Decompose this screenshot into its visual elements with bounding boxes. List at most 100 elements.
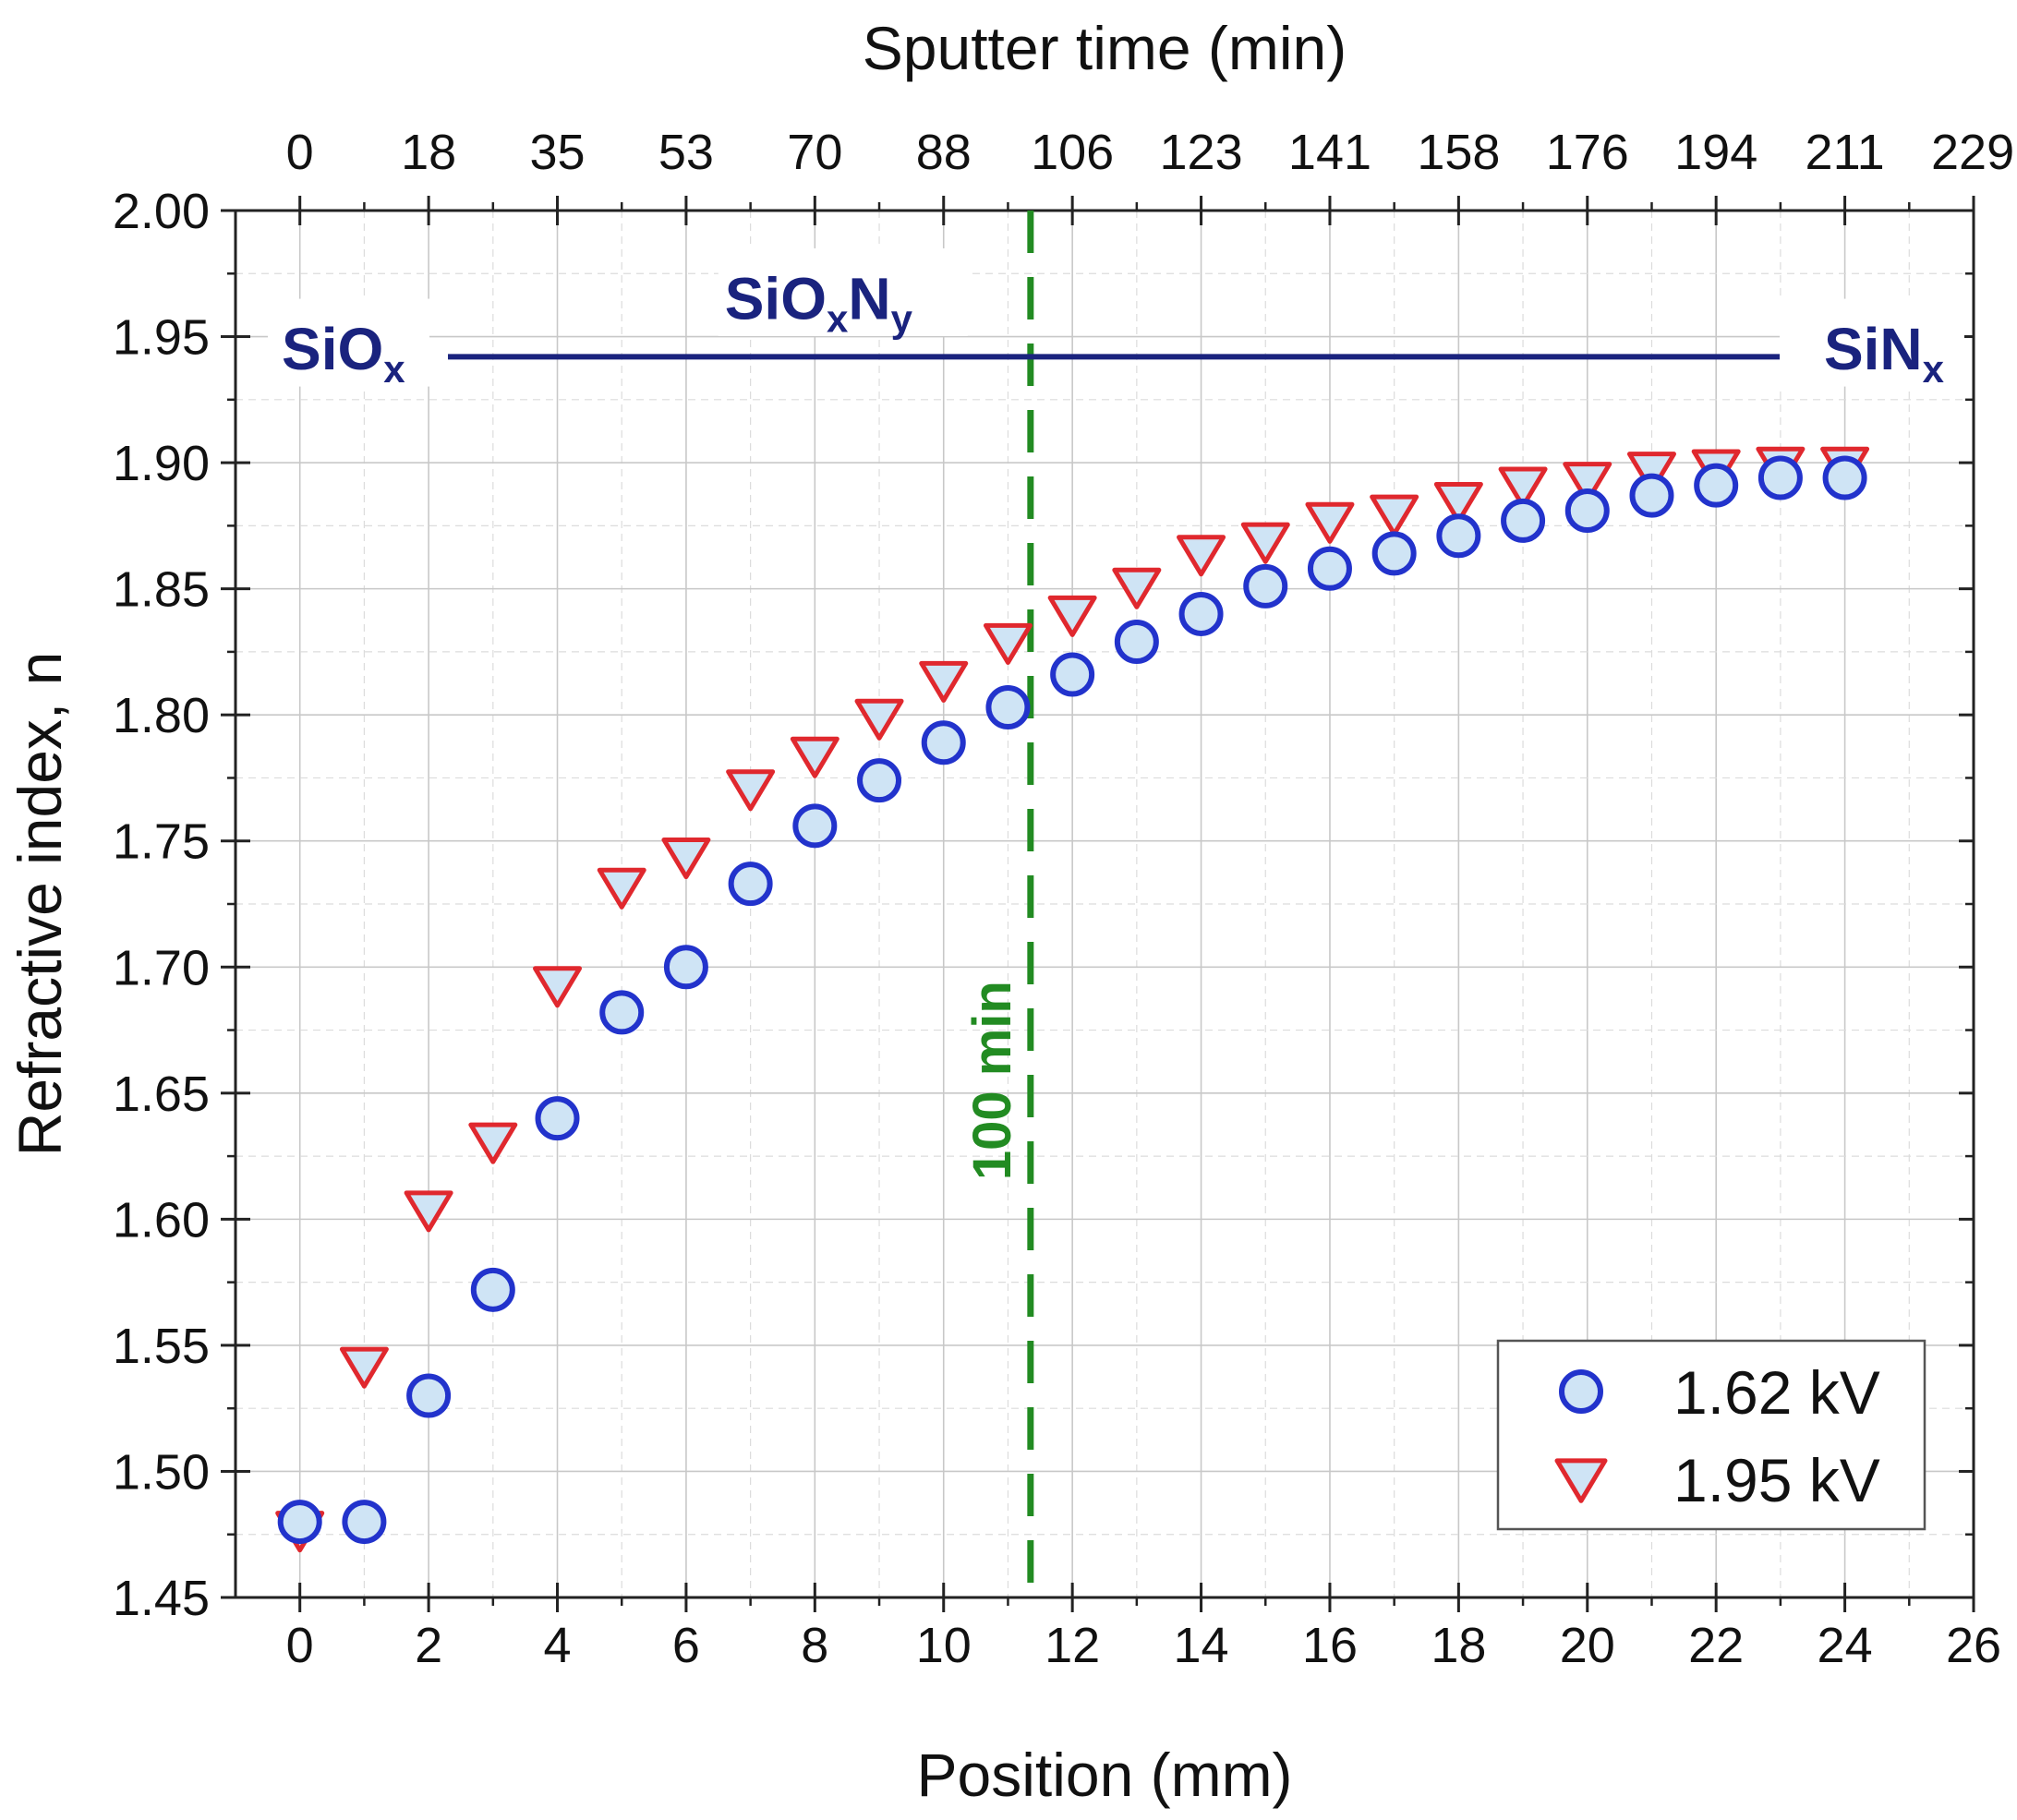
x-tick-label: 0	[286, 1618, 314, 1673]
data-point-1-95kv	[1112, 567, 1162, 609]
data-point-1-95kv	[661, 838, 711, 880]
x2-tick-label: 141	[1288, 125, 1371, 180]
y-tick-label: 1.75	[113, 814, 210, 870]
x-tick-label: 2	[415, 1618, 442, 1673]
data-point-1-95kv	[468, 1122, 518, 1164]
data-point-1-62kv	[663, 945, 708, 990]
x-tick-label: 12	[1045, 1618, 1100, 1673]
y-tick-label: 1.60	[113, 1192, 210, 1247]
data-point-1-95kv	[1370, 494, 1419, 536]
data-point-1-62kv	[1757, 455, 1803, 500]
right-label-backing	[1780, 298, 1964, 387]
data-point-1-62kv	[792, 803, 838, 849]
data-point-1-62kv	[1822, 455, 1867, 500]
data-point-1-62kv	[1564, 488, 1610, 533]
series-1-62-kV	[277, 455, 1867, 1545]
data-point-1-95kv	[1047, 595, 1097, 637]
data-point-1-62kv	[470, 1267, 515, 1312]
data-point-1-62kv	[406, 1373, 452, 1418]
data-point-1-95kv	[1240, 522, 1290, 564]
data-point-1-95kv	[339, 1346, 389, 1389]
y-tick-label: 2.00	[113, 184, 210, 239]
data-point-1-95kv	[726, 769, 776, 812]
data-point-1-62kv	[1050, 652, 1095, 697]
data-point-1-62kv	[342, 1500, 387, 1545]
x2-tick-label: 106	[1031, 125, 1114, 180]
x-tick-label: 22	[1688, 1618, 1744, 1673]
x2-tick-label: 53	[658, 125, 714, 180]
data-point-1-95kv	[597, 867, 646, 910]
data-point-1-62kv	[857, 758, 902, 803]
label-sinx: SiNx	[1824, 316, 1945, 391]
y-axis-title: Refractive index, n	[6, 652, 74, 1157]
x2-tick-label: 158	[1417, 125, 1500, 180]
legend-box	[1496, 1339, 1926, 1531]
label-siox: SiOx	[282, 316, 405, 391]
data-point-1-95kv	[1563, 462, 1612, 504]
data-point-1-95kv	[790, 736, 839, 778]
y-tick-label: 1.90	[113, 436, 210, 491]
x2-tick-label: 123	[1160, 125, 1243, 180]
x-tick-label: 18	[1431, 1618, 1486, 1673]
x2-tick-label: 0	[286, 125, 314, 180]
legend-label: 1.62 kV	[1673, 1358, 1880, 1427]
y-tick-label: 1.80	[113, 688, 210, 743]
axis-label-layer: 0 2 4 6 8 10 12 14 16 18 20 22 24 261.451.501.551.601…	[6, 14, 2014, 1809]
data-point-1-62kv	[1694, 463, 1739, 508]
data-point-1-62kv	[1114, 619, 1159, 664]
x2-tick-label: 88	[916, 125, 972, 180]
data-point-1-95kv	[404, 1190, 453, 1233]
data-point-1-62kv	[1371, 531, 1417, 576]
data-point-1-95kv	[1433, 481, 1483, 524]
y-tick-label: 1.70	[113, 940, 210, 995]
x-tick-label: 10	[916, 1618, 972, 1673]
data-point-1-62kv	[1178, 591, 1224, 636]
y-tick-label: 1.65	[113, 1067, 210, 1122]
x2-tick-label: 194	[1674, 125, 1757, 180]
data-point-1-62kv	[1436, 513, 1481, 559]
annotation-layer: 100 min SiOx SiNx SiOxNy	[268, 211, 1964, 1597]
middle-label-backing	[718, 247, 968, 336]
data-point-1-62kv	[1501, 498, 1546, 543]
legend-marker-circle	[1559, 1369, 1603, 1414]
x-tick-label: 8	[801, 1618, 828, 1673]
y-tick-label: 1.45	[113, 1571, 210, 1626]
data-point-1-62kv	[985, 684, 1031, 729]
data-point-1-62kv	[921, 720, 966, 765]
x2-axis-title: Sputter time (min)	[863, 14, 1347, 82]
x-tick-label: 26	[1946, 1618, 2001, 1673]
label-sioxny: SiOxNy	[725, 266, 913, 341]
data-point-1-95kv	[919, 660, 969, 703]
data-point-1-62kv	[1629, 473, 1674, 518]
x-tick-label: 6	[672, 1618, 700, 1673]
x2-tick-label: 211	[1806, 125, 1885, 180]
x-tick-label: 16	[1302, 1618, 1358, 1673]
data-layer	[275, 446, 1870, 1553]
data-point-1-95kv	[854, 698, 904, 741]
data-point-1-95kv	[1305, 501, 1355, 544]
data-point-1-95kv	[533, 966, 583, 1008]
x-axis-title: Position (mm)	[916, 1741, 1292, 1809]
legend: 1.62 kV 1.95 kV	[1496, 1339, 1926, 1531]
y-tick-label: 1.95	[113, 310, 210, 366]
data-point-1-62kv	[535, 1096, 580, 1141]
x2-tick-label: 70	[787, 125, 842, 180]
x2-tick-label: 176	[1546, 125, 1629, 180]
legend-marker-triangle	[1554, 1458, 1608, 1503]
x2-tick-label: 229	[1931, 125, 2014, 180]
data-point-1-95kv	[1177, 535, 1226, 577]
data-point-1-62kv	[728, 862, 773, 907]
data-point-1-95kv	[1498, 466, 1548, 509]
x2-tick-label: 18	[401, 125, 456, 180]
sputter-time-marker-label: 100 min	[962, 981, 1022, 1180]
y-tick-label: 1.50	[113, 1444, 210, 1500]
left-label-backing	[268, 298, 429, 387]
data-point-1-62kv	[1307, 546, 1352, 591]
data-point-1-62kv	[1243, 563, 1288, 609]
grid-layer	[236, 210, 1975, 1598]
data-point-1-95kv	[983, 622, 1033, 665]
x-tick-label: 4	[543, 1618, 571, 1673]
axes-frame	[221, 196, 1975, 1612]
y-tick-label: 1.55	[113, 1319, 210, 1374]
